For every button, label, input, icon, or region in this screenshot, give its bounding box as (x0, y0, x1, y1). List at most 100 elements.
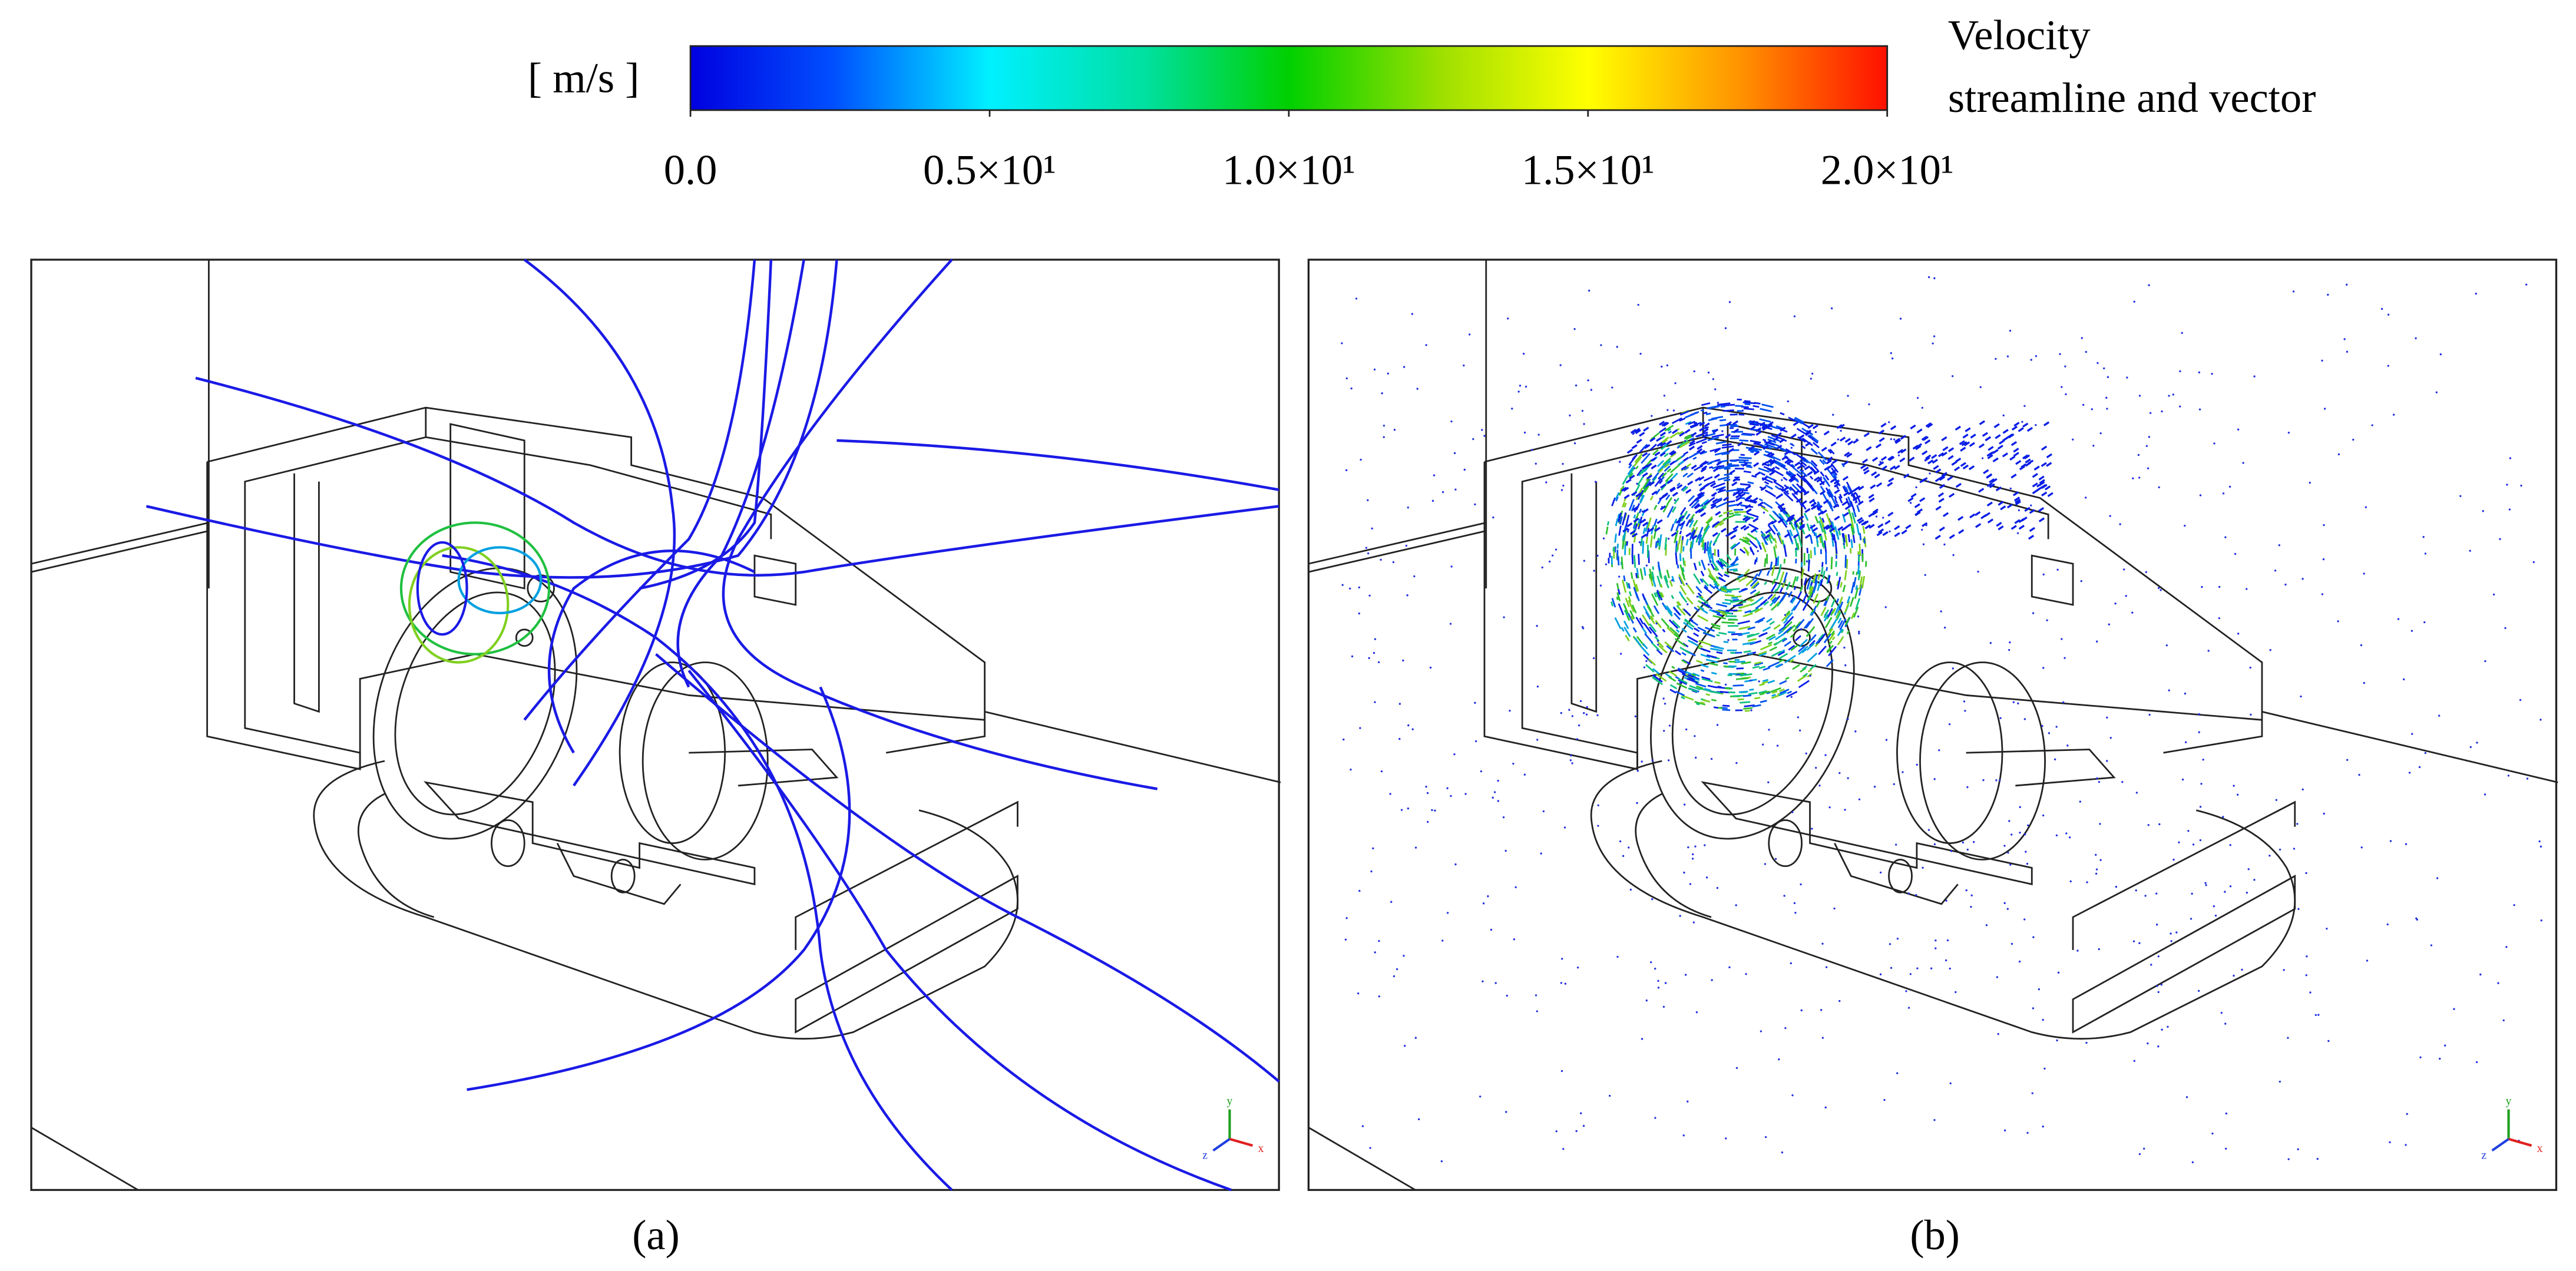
vector (1714, 451, 1728, 456)
vector-dot (2323, 524, 2325, 527)
vector (1798, 646, 1808, 656)
vector (1919, 497, 1926, 502)
vector (1778, 513, 1785, 521)
vector (1714, 646, 1724, 650)
vector-dot (1764, 1136, 1767, 1138)
vector (1684, 413, 1695, 419)
vector (1838, 529, 1841, 536)
vector (1783, 476, 1788, 481)
vector (1857, 570, 1861, 581)
vector (2032, 489, 2038, 495)
vector (1844, 451, 1850, 457)
vector (1750, 425, 1756, 431)
vector-dot (1856, 438, 1858, 441)
vector (1669, 689, 1677, 694)
vector (1617, 514, 1621, 518)
vector (1793, 533, 1799, 539)
vector (1775, 582, 1782, 591)
vector (1777, 651, 1785, 656)
vector (1987, 454, 1993, 459)
vector-dot (1573, 327, 1576, 330)
vector-dot (2055, 726, 2058, 728)
vector-dot (2081, 337, 2083, 339)
vector-dot (1837, 438, 1840, 441)
vector (1745, 504, 1751, 509)
vector (1785, 677, 1790, 680)
vector-dot (2056, 1039, 2058, 1042)
vector (1651, 464, 1657, 469)
vector-dot (1701, 504, 1704, 507)
vector (1694, 451, 1701, 456)
vector (1710, 647, 1723, 652)
vector-dot (1965, 889, 1967, 892)
vector-dot (1778, 1058, 1780, 1061)
vector (1750, 589, 1757, 595)
vector (1785, 517, 1792, 522)
vector (1708, 546, 1711, 555)
vector (1648, 658, 1656, 666)
vector (1745, 485, 1751, 490)
vector (1781, 637, 1788, 643)
vector-dot (2508, 508, 2511, 511)
vector (1688, 445, 1695, 451)
vector (1738, 690, 1748, 693)
vector (1645, 537, 1649, 544)
vector-dot (2032, 1007, 2035, 1009)
vector (1790, 597, 1795, 603)
vector-dot (1962, 841, 1965, 844)
vector (1630, 572, 1633, 580)
vector-dot (1710, 757, 1713, 760)
vector-dot (1446, 787, 1449, 790)
vector-dot (1616, 346, 1618, 348)
vector (1674, 529, 1679, 541)
vector-dot (1712, 553, 1714, 555)
vector (1773, 469, 1784, 476)
vector-dot (2191, 1161, 2194, 1164)
vector-dot (2023, 405, 2026, 407)
vector-dot (1952, 667, 1954, 670)
vector (1820, 578, 1823, 587)
vector (1658, 468, 1664, 474)
panel-label: (b) (1910, 1211, 1960, 1259)
vector (1992, 457, 1999, 463)
vector (1861, 458, 1869, 464)
vector (1749, 607, 1759, 614)
vector-dot (2224, 891, 2226, 893)
vector (2041, 445, 2048, 451)
vector (1947, 447, 1955, 452)
vector (1680, 539, 1683, 554)
vector-dot (1714, 388, 1717, 390)
vector (1755, 431, 1762, 436)
vector (1826, 525, 1832, 530)
vector (1631, 604, 1637, 614)
vector (1669, 464, 1681, 474)
vector-dot (1857, 615, 1860, 618)
vector (1700, 530, 1707, 543)
vector (1701, 678, 1713, 683)
vector (1758, 666, 1766, 670)
vector (1922, 522, 1928, 527)
vector-dot (1555, 548, 1557, 551)
vector (1705, 658, 1718, 663)
vector (1700, 669, 1705, 673)
vector-dot (1838, 772, 1841, 774)
vector (1740, 464, 1751, 467)
vector (1727, 500, 1735, 504)
vector-dot (2157, 587, 2160, 590)
vector-dot (2484, 660, 2486, 663)
vector (1803, 476, 1813, 488)
vector (1719, 522, 1725, 527)
vector-dot (1800, 883, 1802, 886)
vector-dot (1893, 783, 1895, 786)
vector-dot (1383, 436, 1385, 438)
vector (1996, 522, 2002, 527)
vector (1846, 452, 1853, 458)
vector (1640, 646, 1650, 656)
vector (1741, 433, 1752, 436)
vector-dot (1820, 476, 1822, 479)
vector (1850, 612, 1855, 620)
vector-dot (2184, 524, 2186, 527)
vector (1778, 658, 1785, 663)
vector-dot (1685, 582, 1688, 585)
